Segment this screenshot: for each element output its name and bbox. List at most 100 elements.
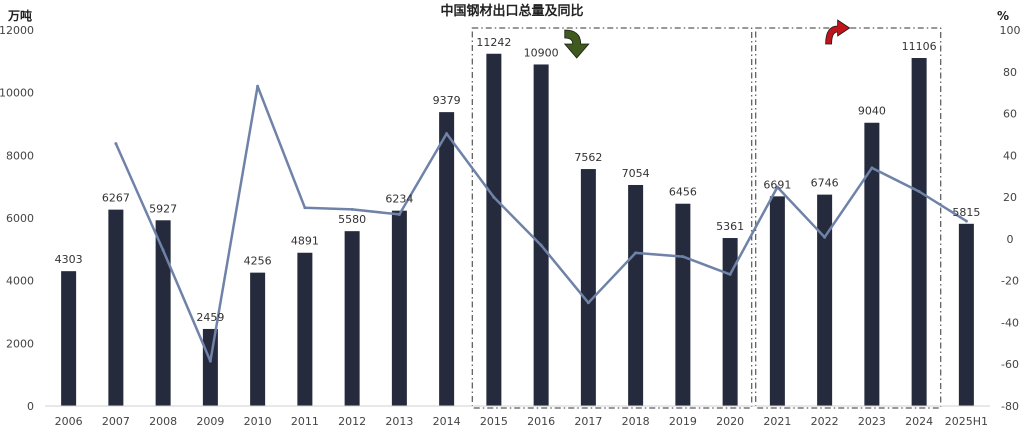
- bar-data-label: 4303: [55, 253, 83, 266]
- right-axis-unit: %: [997, 9, 1009, 23]
- x-tick-label: 2022: [811, 415, 839, 428]
- bar-series: [61, 53, 974, 407]
- x-axis: 2006 2007 2008 2009 2010 2011 2012 2013 2014 2015…: [45, 405, 990, 428]
- left-axis-unit: 万吨: [7, 8, 32, 23]
- line-point: [681, 255, 685, 259]
- bar-data-label: 5580: [338, 213, 366, 226]
- y-right-tick-label: -20: [1001, 275, 1019, 288]
- bar-data-label: 6234: [385, 193, 413, 206]
- y-left-tick-label: 12000: [0, 24, 34, 37]
- bar: [250, 272, 266, 406]
- bar-data-label: 6746: [811, 177, 839, 190]
- trend-arrows: [563, 19, 851, 59]
- bar: [486, 53, 502, 406]
- line-point: [964, 219, 968, 223]
- line-point: [586, 301, 590, 305]
- line-point: [397, 212, 401, 216]
- bar-data-label: 10900: [524, 46, 559, 59]
- x-tick-label: 2012: [338, 415, 366, 428]
- line-point: [161, 248, 165, 252]
- bar: [864, 122, 880, 406]
- x-tick-label: 2008: [149, 415, 177, 428]
- bar-data-label: 5927: [149, 202, 177, 215]
- bar-data-labels: 4303 6267 5927 2459 4256 4891 5580 6234 9379 1124…: [55, 36, 981, 324]
- line-point: [492, 195, 496, 199]
- bar: [911, 58, 927, 407]
- y-right-tick-label: 0: [1007, 233, 1014, 246]
- bar-data-label: 5815: [952, 206, 980, 219]
- bar-data-label: 5361: [716, 220, 744, 233]
- bar: [580, 169, 596, 406]
- bar: [108, 209, 124, 406]
- annotation-box: [471, 27, 753, 409]
- bar-data-label: 9040: [858, 105, 886, 118]
- y-right-tick-label: 20: [1003, 191, 1017, 204]
- bar: [155, 220, 171, 406]
- x-tick-label: 2020: [716, 415, 744, 428]
- bar: [297, 252, 313, 406]
- chart-title: 中国钢材出口总量及同比: [440, 3, 583, 19]
- y-left-tick-label: 2000: [6, 337, 34, 350]
- x-tick-label: 2019: [669, 415, 697, 428]
- y-left-tick-label: 8000: [6, 149, 34, 162]
- y-right-tick-label: 80: [1003, 66, 1017, 79]
- y-left-tick-label: 6000: [6, 212, 34, 225]
- y-right-tick-label: -40: [1001, 316, 1019, 329]
- x-tick-label: 2006: [55, 415, 83, 428]
- y-right-tick-label: -80: [1001, 400, 1019, 413]
- x-tick-label: 2021: [763, 415, 791, 428]
- bar: [61, 271, 77, 406]
- bar-data-label: 7562: [574, 151, 602, 164]
- line-point: [256, 84, 260, 88]
- x-tick-label: 2018: [622, 415, 650, 428]
- y-right-tick-label: 100: [1000, 24, 1021, 37]
- line-point: [870, 166, 874, 170]
- x-tick-label: 2009: [196, 415, 224, 428]
- up-arrow-icon: [825, 19, 851, 45]
- y-left-tick-label: 0: [27, 400, 34, 413]
- line-point: [303, 206, 307, 210]
- line-point: [445, 132, 449, 136]
- bar: [675, 203, 691, 406]
- bar-data-label: 6456: [669, 186, 697, 199]
- line-point: [114, 142, 118, 146]
- x-tick-label: 2016: [527, 415, 555, 428]
- x-tick-label: 2010: [244, 415, 272, 428]
- line-point: [539, 243, 543, 247]
- bar-data-label: 4891: [291, 235, 319, 248]
- line-point: [823, 235, 827, 239]
- x-tick-label: 2017: [574, 415, 602, 428]
- bar: [439, 112, 455, 406]
- x-tick-label: 2013: [385, 415, 413, 428]
- x-tick-label: 2007: [102, 415, 130, 428]
- line-series: [114, 84, 968, 363]
- bar: [722, 238, 738, 406]
- line-point: [208, 359, 212, 363]
- left-axis: 0 2000 4000 6000 8000 10000 12000: [0, 24, 34, 413]
- bar: [391, 210, 407, 406]
- y-right-tick-label: 40: [1003, 149, 1017, 162]
- x-tick-label: 2024: [905, 415, 933, 428]
- bar: [958, 223, 974, 406]
- line-point: [917, 189, 921, 193]
- line-point: [634, 251, 638, 255]
- annotation-boxes: [471, 27, 942, 409]
- bar-data-label: 6691: [763, 178, 791, 191]
- x-tick-label: 2023: [858, 415, 886, 428]
- y-left-tick-label: 4000: [6, 275, 34, 288]
- bar-data-label: 11106: [902, 40, 937, 53]
- bar: [344, 231, 360, 406]
- x-tick-label: 2014: [433, 415, 461, 428]
- bar-data-label: 7054: [622, 167, 650, 180]
- x-tick-label: 2025H1: [945, 415, 988, 428]
- bar: [533, 64, 549, 406]
- down-arrow-icon: [563, 29, 590, 59]
- line-point: [350, 207, 354, 211]
- x-tick-label: 2015: [480, 415, 508, 428]
- bar-data-label: 11242: [476, 36, 511, 49]
- y-right-tick-label: -60: [1001, 358, 1019, 371]
- annotation-box: [755, 27, 942, 409]
- bar: [817, 194, 833, 406]
- line-point: [775, 185, 779, 189]
